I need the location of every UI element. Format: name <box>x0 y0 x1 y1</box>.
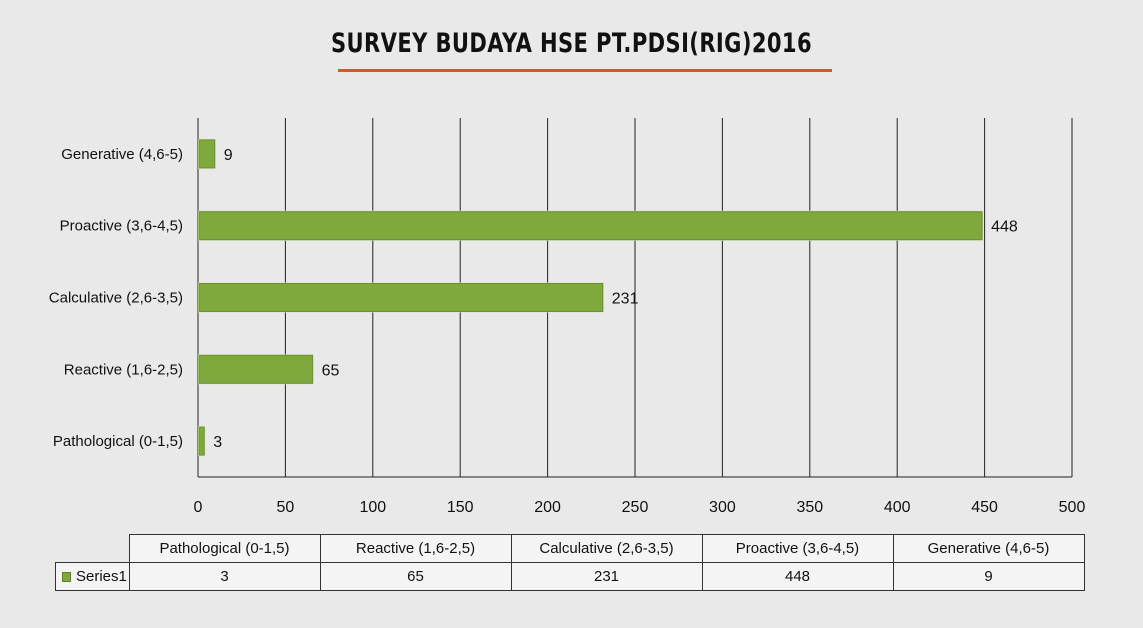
title-underline <box>338 69 832 72</box>
x-tick-label: 50 <box>277 499 295 516</box>
series-label: Series1 <box>76 568 127 585</box>
data-table-cell: 3 <box>128 562 321 591</box>
y-category-label: Pathological (0-1,5) <box>53 433 183 450</box>
bar <box>198 283 604 312</box>
data-table-cell: 231 <box>510 562 703 591</box>
bar-value-label: 9 <box>224 147 233 164</box>
legend-cell: Series1 <box>55 562 130 591</box>
x-tick-label: 400 <box>884 499 911 516</box>
y-category-label: Reactive (1,6-2,5) <box>64 361 183 378</box>
y-category-label: Generative (4,6-5) <box>61 146 183 163</box>
chart-title: SURVEY BUDAYA HSE PT.PDSI(RIG)2016 <box>330 28 813 59</box>
x-tick-label: 250 <box>622 499 649 516</box>
x-tick-label: 100 <box>359 499 386 516</box>
x-tick-label: 500 <box>1059 499 1086 516</box>
bar-value-label: 231 <box>612 291 639 308</box>
data-table-cell: 9 <box>892 562 1085 591</box>
bar <box>198 139 216 169</box>
bar <box>198 211 983 241</box>
y-category-label: Calculative (2,6-3,5) <box>49 290 183 307</box>
x-tick-label: 300 <box>709 499 736 516</box>
data-table-header: Generative (4,6-5) <box>892 534 1085 563</box>
data-table: Pathological (0-1,5) Reactive (1,6-2,5) … <box>55 534 1085 591</box>
bar <box>198 354 314 384</box>
bar-value-label: 448 <box>991 219 1018 236</box>
data-table-cell: 448 <box>701 562 894 591</box>
data-table-row: Series1 3 65 231 448 9 <box>55 562 1085 591</box>
legend-swatch-icon <box>62 572 71 583</box>
data-table-header: Calculative (2,6-3,5) <box>510 534 703 563</box>
bar <box>198 426 205 456</box>
data-table-header: Pathological (0-1,5) <box>128 534 321 563</box>
x-tick-label: 450 <box>971 499 998 516</box>
data-table-header: Proactive (3,6-4,5) <box>701 534 894 563</box>
bar-chart: 0 50 100 150 200 250 300 350 400 450 500 Pathologic… <box>49 118 1086 516</box>
x-tick-label: 350 <box>796 499 823 516</box>
bar-value-label: 3 <box>213 434 222 451</box>
x-tick-label: 150 <box>447 499 474 516</box>
data-table-header: Reactive (1,6-2,5) <box>319 534 512 563</box>
data-table-cell: 65 <box>319 562 512 591</box>
data-table-header-row: Pathological (0-1,5) Reactive (1,6-2,5) … <box>55 534 1085 563</box>
x-tick-label: 0 <box>194 499 203 516</box>
data-table-corner <box>55 534 130 563</box>
y-category-label: Proactive (3,6-4,5) <box>60 218 183 235</box>
bar-value-label: 65 <box>322 362 340 379</box>
x-tick-label: 200 <box>534 499 561 516</box>
